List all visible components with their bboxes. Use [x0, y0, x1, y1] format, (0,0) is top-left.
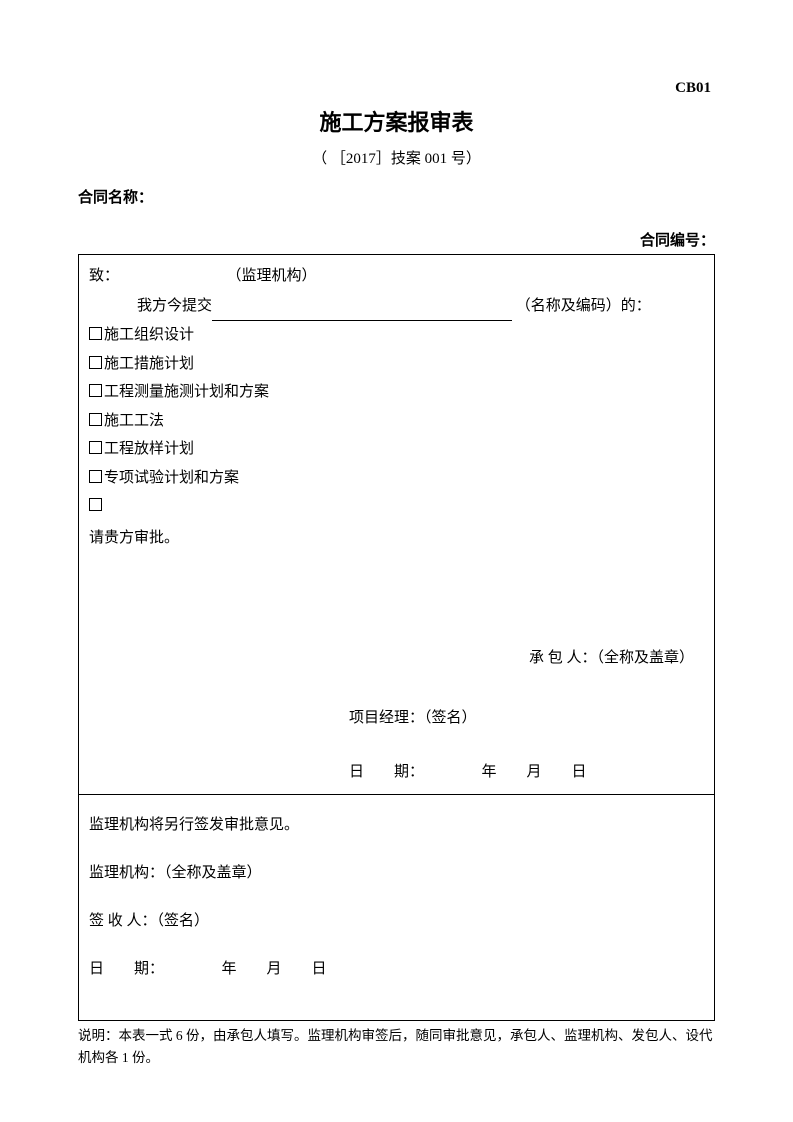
- checkbox[interactable]: [89, 470, 102, 483]
- check-item: 施工组织设计: [89, 321, 704, 350]
- checkbox[interactable]: [89, 327, 102, 340]
- supervisor-org: 监理机构：（全称及盖章）: [89, 849, 704, 897]
- check-label: 施工组织设计: [104, 327, 194, 343]
- form-box: 致： （监理机构） 我方今提交 （名称及编码）的： 施工组织设计 施工措施计划 …: [78, 254, 715, 1021]
- supervisor-note: 监理机构将另行签发审批意见。: [89, 801, 704, 849]
- to-suffix: （监理机构）: [227, 268, 317, 284]
- check-label: 工程放样计划: [104, 441, 194, 457]
- submit-blank[interactable]: [212, 306, 512, 321]
- checkbox[interactable]: [89, 384, 102, 397]
- to-line: 致： （监理机构）: [89, 261, 704, 291]
- check-item: [89, 492, 704, 521]
- submit-line: 我方今提交 （名称及编码）的：: [89, 291, 704, 321]
- receiver-line: 签 收 人：（签名）: [89, 897, 704, 945]
- check-item: 工程放样计划: [89, 435, 704, 464]
- date-label: 日 期：: [349, 764, 424, 780]
- check-item: 工程测量施测计划和方案: [89, 378, 704, 407]
- section-top: 致： （监理机构） 我方今提交 （名称及编码）的： 施工组织设计 施工措施计划 …: [79, 255, 714, 795]
- bottom-date-pattern: 年 月 日: [222, 961, 327, 977]
- contract-name-label: 合同名称：: [78, 186, 715, 207]
- page-title: 施工方案报审表: [78, 105, 715, 137]
- contractor-line: 承 包 人：（全称及盖章）: [89, 643, 704, 673]
- check-label: 施工工法: [104, 413, 164, 429]
- check-label: 专项试验计划和方案: [104, 470, 239, 486]
- checkbox[interactable]: [89, 356, 102, 369]
- subtitle: （ ［2017］技案 001 号）: [78, 147, 715, 168]
- contract-no-label: 合同编号：: [78, 229, 715, 250]
- submit-prefix: 我方今提交: [137, 298, 212, 314]
- to-label: 致：: [89, 268, 119, 284]
- section-bottom: 监理机构将另行签发审批意见。 监理机构：（全称及盖章） 签 收 人：（签名） 日…: [79, 795, 714, 1020]
- checkbox[interactable]: [89, 498, 102, 511]
- check-label: 施工措施计划: [104, 356, 194, 372]
- check-item: 施工工法: [89, 407, 704, 436]
- footer-note: 说明：本表一式 6 份，由承包人填写。监理机构审签后，随同审批意见，承包人、监理…: [78, 1025, 715, 1068]
- date-line-top: 日 期： 年 月 日: [89, 757, 704, 787]
- checkbox[interactable]: [89, 413, 102, 426]
- form-code: CB01: [78, 80, 715, 97]
- pm-line: 项目经理：（签名）: [89, 703, 704, 733]
- check-item: 施工措施计划: [89, 350, 704, 379]
- submit-suffix: （名称及编码）的：: [516, 298, 651, 314]
- check-label: 工程测量施测计划和方案: [104, 384, 269, 400]
- check-item: 专项试验计划和方案: [89, 464, 704, 493]
- date-pattern: 年 月 日: [482, 764, 587, 780]
- bottom-date-label: 日 期：: [89, 961, 164, 977]
- checkbox[interactable]: [89, 441, 102, 454]
- date-line-bottom: 日 期： 年 月 日: [89, 945, 704, 993]
- request-text: 请贵方审批。: [89, 523, 704, 553]
